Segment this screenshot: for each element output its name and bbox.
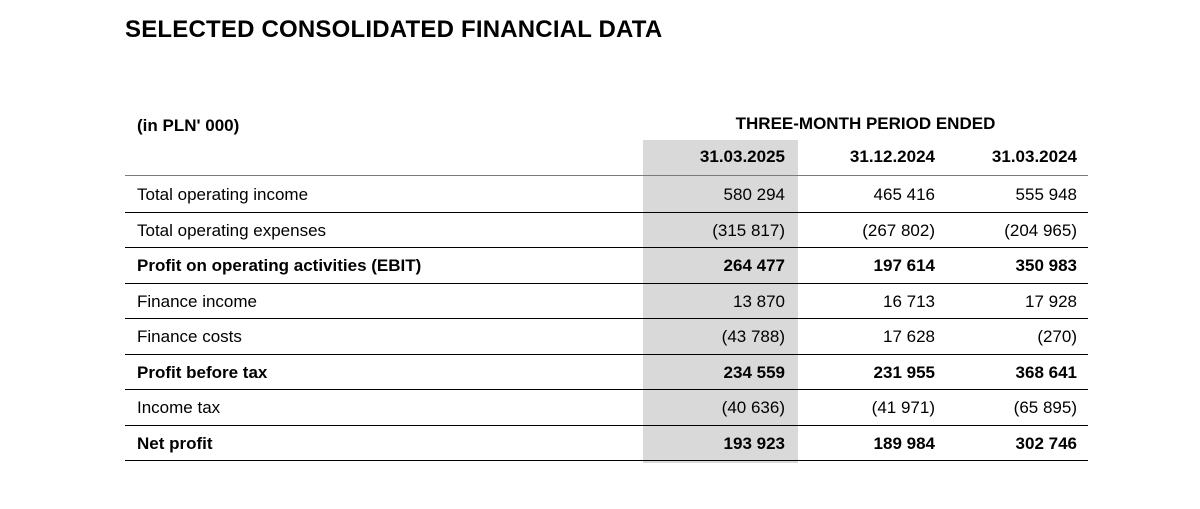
table-row: Net profit 193 923 189 984 302 746 bbox=[125, 426, 1088, 461]
row-value-col-1: 234 559 bbox=[723, 362, 785, 382]
table-row: Profit before tax 234 559 231 955 368 641 bbox=[125, 355, 1088, 390]
table-row: Total operating expenses (315 817) (267 80… bbox=[125, 213, 1088, 248]
row-value-col-2: 16 713 bbox=[883, 291, 935, 311]
row-value-col-1: (40 636) bbox=[721, 398, 785, 417]
row-value-col-3: 368 641 bbox=[1015, 362, 1077, 382]
row-label: Finance costs bbox=[137, 327, 242, 346]
row-label: Finance income bbox=[137, 291, 258, 311]
column-header-31-12-2024: 31.12.2024 bbox=[849, 147, 935, 166]
page-title: SELECTED CONSOLIDATED FINANCIAL DATA bbox=[125, 16, 663, 43]
row-value-col-3: (204 965) bbox=[1004, 220, 1077, 240]
row-value-col-3: 350 983 bbox=[1015, 256, 1077, 275]
row-value-col-3: (65 895) bbox=[1013, 398, 1077, 417]
table-row: Finance costs (43 788) 17 628 (270) bbox=[125, 319, 1088, 355]
row-value-col-2: 231 955 bbox=[873, 362, 935, 382]
table-row: Income tax (40 636) (41 971) (65 895) bbox=[125, 390, 1088, 426]
row-value-col-2: 17 628 bbox=[883, 327, 935, 346]
column-header-31-03-2025: 31.03.2025 bbox=[699, 147, 785, 166]
row-value-col-3: 555 948 bbox=[1015, 185, 1077, 204]
row-value-col-3: 17 928 bbox=[1025, 291, 1077, 311]
financial-table-body: Total operating income 580 294 465 416 555 … bbox=[125, 177, 1088, 461]
table-row: Profit on operating activities (EBIT) 264… bbox=[125, 248, 1088, 284]
row-label: Total operating income bbox=[137, 185, 309, 204]
row-label: Total operating expenses bbox=[137, 220, 327, 240]
highlighted-column-background bbox=[643, 140, 798, 463]
row-value-col-2: 465 416 bbox=[873, 185, 935, 204]
row-value-col-1: 580 294 bbox=[723, 185, 785, 204]
row-value-col-3: (270) bbox=[1037, 327, 1077, 346]
table-row: Total operating income 580 294 465 416 555 … bbox=[125, 177, 1088, 213]
row-value-col-1: (315 817) bbox=[712, 220, 785, 240]
units-label: (in PLN' 000) bbox=[137, 116, 240, 135]
row-value-col-1: 13 870 bbox=[733, 291, 785, 311]
row-value-col-2: 197 614 bbox=[873, 256, 935, 275]
table-row: Finance income 13 870 16 713 17 928 bbox=[125, 284, 1088, 319]
row-value-col-2: (267 802) bbox=[862, 220, 935, 240]
header-divider bbox=[125, 175, 1088, 176]
period-header: THREE-MONTH PERIOD ENDED bbox=[735, 114, 996, 133]
row-label: Profit on operating activities (EBIT) bbox=[137, 256, 422, 275]
row-value-col-1: 193 923 bbox=[723, 433, 785, 453]
row-label: Income tax bbox=[137, 398, 221, 417]
row-value-col-2: (41 971) bbox=[871, 398, 935, 417]
row-label: Net profit bbox=[137, 433, 213, 453]
row-value-col-2: 189 984 bbox=[873, 433, 935, 453]
column-header-31-03-2024: 31.03.2024 bbox=[991, 147, 1077, 166]
row-value-col-1: 264 477 bbox=[723, 256, 785, 275]
row-value-col-3: 302 746 bbox=[1015, 433, 1077, 453]
row-value-col-1: (43 788) bbox=[721, 327, 785, 346]
row-label: Profit before tax bbox=[137, 362, 268, 382]
